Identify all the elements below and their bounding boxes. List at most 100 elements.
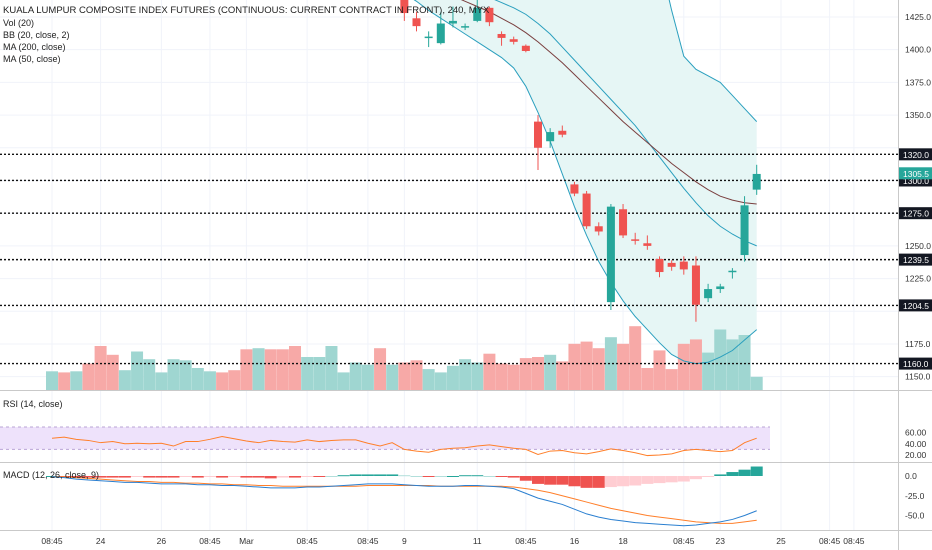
- volume-bar: [94, 346, 107, 390]
- macd-histogram-bar: [179, 476, 192, 477]
- bollinger-basis-line: [494, 0, 757, 247]
- candle[interactable]: [558, 130, 567, 135]
- bollinger-band-fill: [414, 0, 757, 364]
- candle[interactable]: [667, 262, 676, 267]
- volume-bar: [446, 365, 459, 390]
- bollinger-lower-line: [413, 0, 758, 365]
- candle[interactable]: [752, 173, 761, 190]
- candle[interactable]: [461, 26, 470, 28]
- candle[interactable]: [485, 7, 494, 23]
- price-axis[interactable]: 1320.0 1300.0 1275.0 1239.5 1204.5 1160.0 1150…: [899, 12, 932, 382]
- volume-bar: [689, 339, 702, 390]
- macd-histogram-bar: [471, 475, 484, 477]
- macd-histogram-bar: [276, 476, 289, 478]
- candle[interactable]: [424, 36, 433, 39]
- price-tick-label: 1350.0: [905, 110, 931, 120]
- time-tick-label: 08:45: [843, 536, 865, 546]
- time-tick-label: 08:45: [357, 536, 379, 546]
- candle[interactable]: [704, 289, 713, 299]
- candle[interactable]: [412, 18, 421, 27]
- candle[interactable]: [691, 265, 700, 305]
- candle[interactable]: [643, 243, 652, 246]
- macd-line: [51, 476, 757, 527]
- candle[interactable]: [679, 261, 688, 270]
- candlesticks[interactable]: [48, 0, 761, 322]
- volume-bar: [434, 372, 447, 390]
- macd-histogram-bar: [568, 476, 581, 487]
- volume-bar: [313, 357, 326, 390]
- candle[interactable]: [534, 121, 542, 148]
- candle[interactable]: [582, 193, 591, 227]
- candle[interactable]: [473, 7, 482, 21]
- candle[interactable]: [716, 286, 725, 290]
- macd-histogram-bar: [118, 476, 131, 478]
- macd-label[interactable]: MACD (12, 26, close, 9): [3, 470, 99, 480]
- price-tick-label: 1400.0: [905, 45, 931, 55]
- time-tick-label: 08:45: [819, 536, 841, 546]
- macd-histogram-bar: [434, 476, 447, 477]
- volume-bar: [289, 346, 301, 390]
- candle[interactable]: [594, 226, 603, 232]
- indicator-label-bollinger[interactable]: BB (20, close, 2): [3, 30, 70, 40]
- macd-histogram-bar: [532, 476, 544, 484]
- macd-pane[interactable]: 0.0 -25.0 -50.0: [46, 466, 925, 527]
- candle[interactable]: [497, 33, 506, 38]
- level-label: 1275.0: [903, 209, 929, 219]
- macd-histogram-bar: [604, 476, 617, 488]
- volume-bar: [106, 354, 119, 390]
- volume-bar: [653, 350, 666, 390]
- volume-bar: [568, 343, 581, 390]
- volume-bar: [665, 369, 678, 390]
- candle[interactable]: [740, 205, 749, 256]
- volume-bar: [143, 359, 156, 390]
- volume-bar: [179, 360, 192, 390]
- candle[interactable]: [655, 258, 664, 273]
- indicator-label-ma50[interactable]: MA (50, close): [3, 54, 61, 64]
- macd-signal-line: [52, 476, 757, 524]
- volume-bar: [556, 361, 569, 390]
- volume-bar: [495, 363, 508, 390]
- macd-histogram-bar: [240, 476, 253, 478]
- candle[interactable]: [509, 39, 518, 42]
- macd-histogram-bar: [617, 476, 630, 487]
- volume-bar: [228, 370, 241, 390]
- candle[interactable]: [606, 206, 615, 303]
- candle[interactable]: [436, 23, 445, 44]
- time-tick-label: 9: [402, 536, 407, 546]
- volume-bar: [410, 360, 423, 390]
- rsi-tick-label: 60.00: [905, 428, 927, 438]
- time-tick-label: 08:45: [199, 536, 221, 546]
- candle[interactable]: [448, 20, 457, 24]
- candle[interactable]: [570, 184, 579, 194]
- macd-histogram-bar: [228, 476, 241, 477]
- candle[interactable]: [521, 45, 530, 51]
- candle[interactable]: [546, 132, 555, 142]
- level-tag: [899, 357, 932, 370]
- volume-bar: [519, 358, 532, 390]
- candle[interactable]: [400, 0, 409, 14]
- volume-bar: [386, 364, 399, 390]
- indicator-lines: [413, 0, 758, 365]
- macd-histogram-bar: [629, 476, 642, 486]
- candle[interactable]: [728, 270, 737, 273]
- candle[interactable]: [631, 239, 640, 241]
- volume-bar: [459, 359, 472, 390]
- indicator-label-volume[interactable]: Vol (20): [3, 18, 34, 28]
- macd-histogram-bar: [483, 476, 496, 477]
- macd-histogram-bar: [301, 476, 314, 477]
- time-tick-label: Mar: [239, 536, 254, 546]
- level-tag: [899, 253, 932, 266]
- level-label: 1300.0: [903, 176, 929, 186]
- candle[interactable]: [619, 209, 628, 236]
- indicator-label-ma200[interactable]: MA (200, close): [3, 42, 66, 52]
- volume-bar: [592, 348, 605, 390]
- macd-histogram-bar: [216, 476, 229, 478]
- time-axis[interactable]: 08:45 24 26 08:45 Mar 08:45 08:45 9 11 08:45 16 18 0…: [41, 536, 864, 546]
- last-price-tag: [899, 167, 932, 180]
- volume-bar: [131, 351, 144, 390]
- macd-histogram-bar: [398, 475, 411, 477]
- rsi-label[interactable]: RSI (14, close): [3, 399, 63, 409]
